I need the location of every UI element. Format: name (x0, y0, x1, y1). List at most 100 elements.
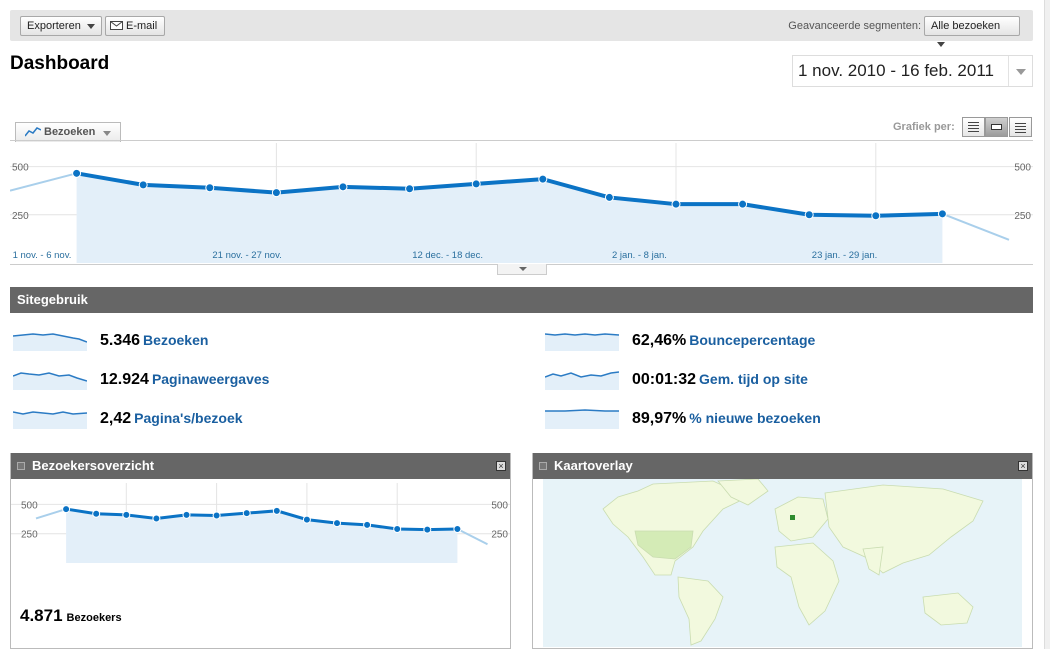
visitors-chart-svg: 500 500 250 250 (11, 483, 510, 563)
data-point[interactable] (804, 210, 814, 220)
data-point[interactable] (272, 506, 281, 515)
metric-pages-per-visit: 2,42 Pagina's/bezoek (100, 410, 243, 428)
y-tick-label: 500 (491, 500, 508, 511)
data-point[interactable] (62, 505, 71, 514)
date-range-picker[interactable]: 1 nov. 2010 - 16 feb. 2011 (792, 55, 1033, 87)
site-usage-title: Sitegebruik (17, 292, 88, 307)
data-point[interactable] (72, 168, 82, 178)
y-tick-label: 500 (12, 163, 29, 174)
metric-bounce-rate: 62,46% Bouncepercentage (632, 332, 815, 350)
chart-expand-handle[interactable] (497, 264, 547, 275)
metric-visits: 5.346 Bezoeken (100, 332, 208, 350)
data-point[interactable] (138, 180, 148, 190)
metric-avg-time-value: 00:01:32 (632, 371, 697, 388)
data-point[interactable] (538, 174, 548, 184)
data-point[interactable] (453, 525, 462, 533)
x-tick-label: 1 nov. - 6 nov. (13, 250, 72, 261)
segments-label: Geavanceerde segmenten: (788, 20, 921, 32)
drag-handle-icon[interactable] (17, 462, 25, 470)
envelope-icon (110, 21, 123, 30)
data-point[interactable] (671, 199, 681, 209)
world-map[interactable] (543, 479, 1022, 647)
export-button[interactable]: Exporteren (20, 16, 102, 36)
drag-handle-icon[interactable] (539, 462, 547, 470)
series-line (76, 171, 943, 218)
x-tick-label: 21 nov. - 27 nov. (212, 250, 281, 261)
map-south-america (677, 576, 724, 646)
series-line (65, 507, 458, 532)
view-week-button[interactable] (985, 117, 1008, 137)
data-point[interactable] (738, 199, 748, 209)
y-tick-label: 250 (21, 530, 38, 541)
graph-by-label: Grafiek per: (893, 121, 955, 133)
x-tick-label: 23 jan. - 29 jan. (812, 250, 878, 261)
page-title: Dashboard (10, 53, 110, 74)
metric-pageviews: 12.924 Paginaweergaves (100, 371, 269, 389)
email-button[interactable]: E-mail (105, 16, 165, 36)
sparkline-pages-per-visit (13, 411, 87, 429)
data-point[interactable] (205, 183, 215, 193)
chevron-down-icon[interactable] (1008, 56, 1032, 86)
map-panel-title: Kaartoverlay (554, 458, 633, 473)
toolbar: Exporteren E-mail Geavanceerde segmenten… (10, 10, 1033, 47)
series-area (76, 173, 943, 263)
sparkline-visits (13, 333, 87, 351)
metric-pages-per-visit-link[interactable]: Pagina's/bezoek (134, 410, 243, 426)
data-point[interactable] (423, 525, 432, 534)
export-label: Exporteren (27, 20, 81, 32)
data-point[interactable] (338, 182, 348, 192)
metric-selector[interactable]: Bezoeken (15, 122, 121, 142)
data-point[interactable] (92, 509, 101, 518)
map-usa (634, 530, 694, 560)
data-point[interactable] (405, 184, 415, 194)
map-europe (774, 496, 829, 542)
map-australia (922, 592, 974, 626)
data-point[interactable] (333, 519, 341, 528)
y-tick-label: 250 (491, 530, 508, 541)
metric-new-visits-link[interactable]: % nieuwe bezoeken (689, 410, 821, 426)
data-point[interactable] (212, 511, 221, 520)
data-point[interactable] (152, 514, 161, 523)
visitors-panel-header: Bezoekersoverzicht × (10, 453, 511, 479)
metric-selector-label: Bezoeken (44, 126, 96, 138)
data-point[interactable] (871, 211, 881, 221)
data-point[interactable] (471, 179, 481, 189)
series-edge-line (9, 172, 77, 192)
data-point[interactable] (302, 515, 311, 524)
series-area (66, 509, 458, 563)
data-point[interactable] (182, 510, 191, 519)
metric-visits-link[interactable]: Bezoeken (143, 332, 209, 348)
data-point[interactable] (122, 510, 131, 519)
data-point[interactable] (604, 192, 614, 202)
metric-bounce-rate-value: 62,46% (632, 332, 687, 349)
series-edge-line (456, 528, 488, 546)
map-panel-header: Kaartoverlay × (532, 453, 1033, 479)
map-north-america (602, 480, 749, 576)
data-point[interactable] (271, 188, 281, 198)
world-map-svg (602, 479, 984, 646)
view-month-button[interactable] (1009, 117, 1032, 137)
sparkline-avg-time (545, 371, 619, 390)
data-point[interactable] (393, 525, 402, 533)
metric-pages-per-visit-value: 2,42 (100, 410, 132, 427)
data-point[interactable] (363, 520, 372, 529)
metric-bounce-rate-link[interactable]: Bouncepercentage (689, 332, 816, 348)
map-asia (824, 484, 984, 574)
data-point[interactable] (242, 509, 251, 518)
metric-avg-time-link[interactable]: Gem. tijd op site (699, 371, 808, 387)
close-icon[interactable]: × (1018, 461, 1028, 471)
data-point[interactable] (937, 209, 947, 219)
segments-value: Alle bezoeken (931, 20, 1001, 32)
visitors-count: 4.871 Bezoekers (20, 606, 122, 626)
view-day-button[interactable] (962, 117, 985, 137)
segments-select[interactable]: Alle bezoeken (924, 16, 1020, 47)
visitors-panel-title: Bezoekersoverzicht (32, 458, 155, 473)
close-icon[interactable]: × (496, 461, 506, 471)
page-scrollbar[interactable] (1044, 0, 1050, 649)
metric-visits-value: 5.346 (100, 332, 141, 349)
visits-chart-svg: 500 500 250 250 1 nov. - 6 nov. 21 nov. - 27 … (9, 143, 1033, 263)
metric-avg-time: 00:01:32 Gem. tijd op site (632, 371, 808, 389)
chevron-down-icon (103, 131, 111, 136)
x-tick-label: 2 jan. - 8 jan. (612, 250, 667, 261)
metric-pageviews-link[interactable]: Paginaweergaves (151, 371, 270, 387)
